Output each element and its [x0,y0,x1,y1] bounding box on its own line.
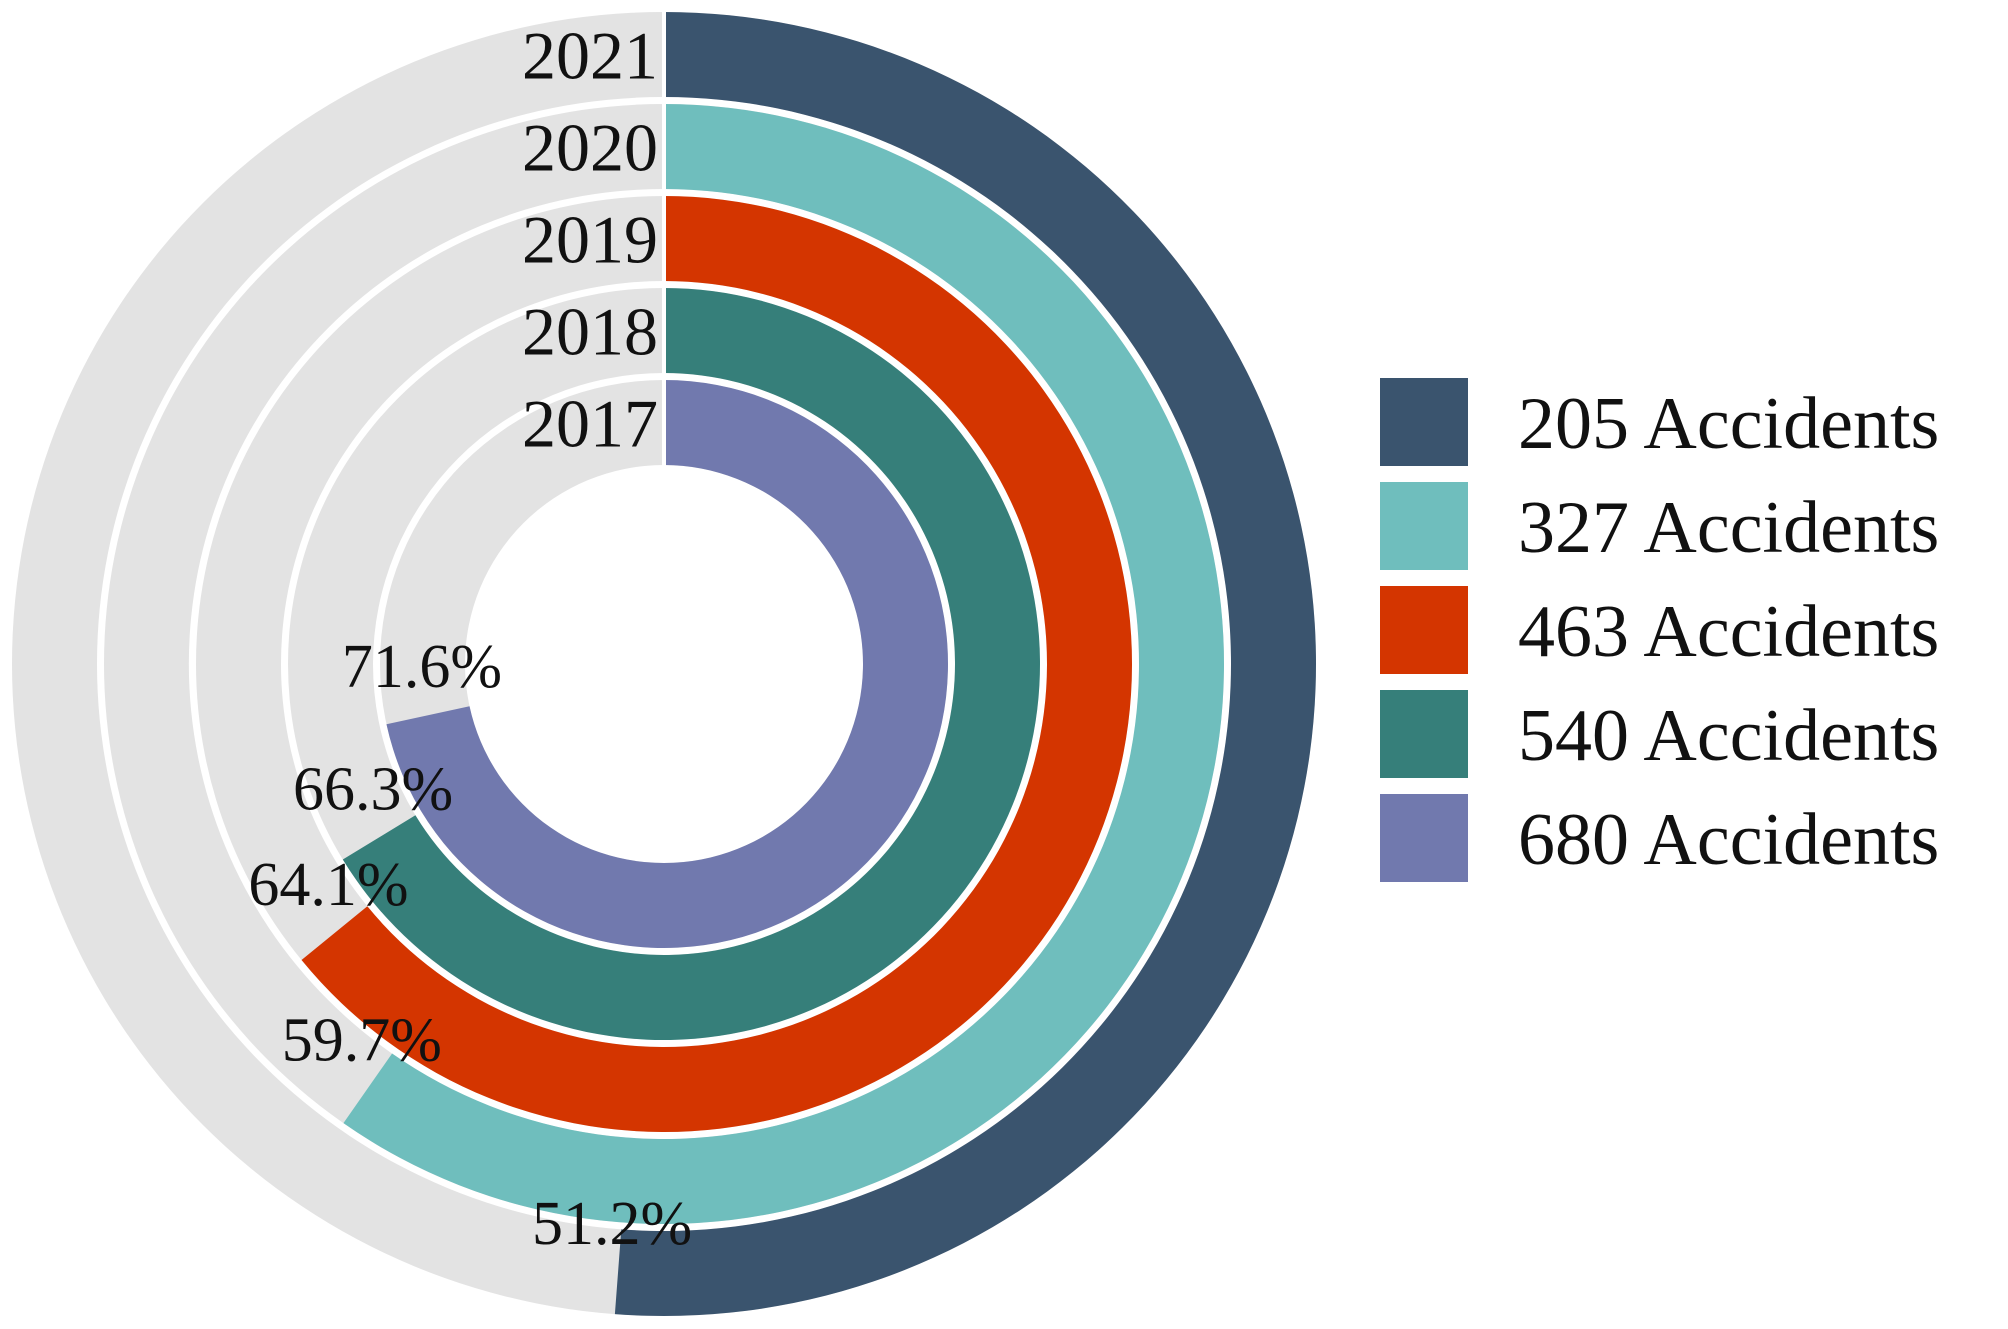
legend-swatch-2020 [1380,482,1468,570]
percent-label-2019: 64.1% [248,851,408,919]
percent-label-2017: 71.6% [342,633,502,701]
percent-label-2020: 59.7% [282,1006,442,1074]
ring-bar-2021 [614,12,1317,1317]
year-labels: 2021 2020 2019 2018 2017 [522,18,658,462]
legend-swatch-2021 [1380,378,1468,466]
year-label-2017: 2017 [522,386,658,462]
legend-label-2019: 463 Accidents [1518,591,1939,673]
legend-label-2018: 540 Accidents [1518,695,1939,777]
ring-bars [301,10,1317,1317]
year-label-2018: 2018 [522,294,658,370]
year-label-2020: 2020 [522,110,658,186]
legend-label-2020: 327 Accidents [1518,487,1939,569]
ring-bar-2017 [386,380,949,948]
year-label-2019: 2019 [522,202,658,278]
legend-swatch-2019 [1380,586,1468,674]
year-label-2021: 2021 [522,18,658,94]
legend-swatch-2018 [1380,690,1468,778]
legend-label-2021: 205 Accidents [1518,383,1939,465]
legend-label-2017: 680 Accidents [1518,799,1939,881]
ring-bar-2020 [343,104,1224,1224]
legend: 205 Accidents 327 Accidents 463 Accidents 5… [1380,378,1939,882]
percent-label-2021: 51.2% [532,1190,692,1258]
percent-labels: 51.2% 59.7% 64.1% 66.3% 71.6% [248,633,692,1258]
ring-bar-2019 [301,196,1133,1132]
legend-swatch-2017 [1380,794,1468,882]
percent-label-2018: 66.3% [293,755,453,823]
